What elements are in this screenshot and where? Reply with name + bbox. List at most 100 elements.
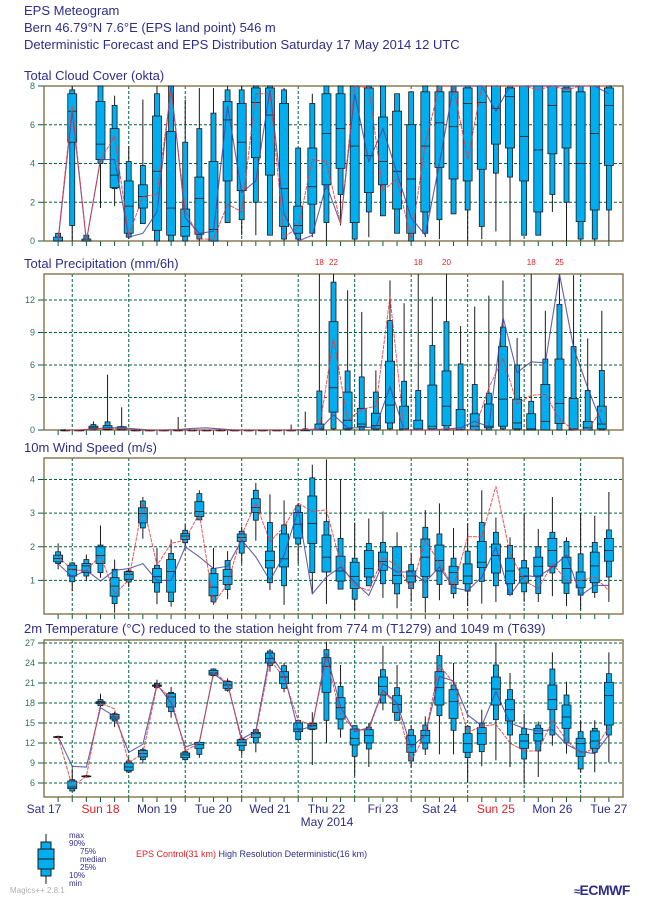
eps-box <box>547 497 558 597</box>
p25-p75-box <box>596 405 607 430</box>
eps-box <box>519 85 530 236</box>
p25-p75-box <box>420 729 431 744</box>
y-tick-label: 0 <box>30 425 35 435</box>
plot-frame <box>43 639 624 798</box>
y-tick-label: 4 <box>30 475 35 485</box>
cloud-panel: 0 2 4 6 8 <box>30 81 624 246</box>
eps-box <box>547 652 558 746</box>
eps-box <box>441 274 452 431</box>
p25-p75-box <box>265 550 275 569</box>
eps-box <box>116 407 127 431</box>
p25-p75-box <box>462 87 473 182</box>
eps-box <box>512 337 522 431</box>
eps-box <box>250 482 261 541</box>
day-label: Sat 17 <box>26 802 62 816</box>
p25-p75-box <box>208 573 219 597</box>
eps-box <box>582 338 593 431</box>
ecmwf-logo: ≈ECMWF <box>574 882 630 898</box>
p25-p75-box <box>392 546 402 585</box>
p25-p75-box <box>392 110 402 210</box>
eps-box <box>321 459 332 604</box>
eps-box <box>540 310 551 431</box>
offscale-max-label: 22 <box>329 258 338 267</box>
p25-p75-box <box>166 693 176 708</box>
eps-box <box>95 525 106 578</box>
eps-box <box>328 274 339 430</box>
p25-p75-box <box>349 728 360 746</box>
eps-box <box>208 548 219 605</box>
y-tick-label: 27 <box>25 638 35 648</box>
eps-box <box>519 713 530 785</box>
p25-p75-box <box>561 556 572 584</box>
y-tick-label: 6 <box>30 778 35 788</box>
eps-box <box>533 528 544 602</box>
p25-p75-box <box>307 495 318 544</box>
eps-box <box>363 518 374 587</box>
p25-p75-box <box>533 85 544 213</box>
eps-box <box>378 511 388 598</box>
eps-box <box>561 681 572 754</box>
p25-p75-box <box>547 537 558 567</box>
p25-p75-box <box>491 85 501 145</box>
p25-p75-box <box>307 147 318 205</box>
day-label: Fri 23 <box>367 802 399 816</box>
eps-box <box>483 295 494 431</box>
p25-p75-box <box>589 551 600 584</box>
hres-line <box>65 273 603 431</box>
p25-p75-box <box>434 91 445 168</box>
eps-box <box>53 543 64 570</box>
eps-box <box>589 720 600 773</box>
eps-box <box>399 303 410 431</box>
p25-p75-box <box>208 161 219 242</box>
legend-eps-control: EPS Control(31 km) <box>136 849 217 859</box>
legend-min: min <box>69 879 82 888</box>
p25-p75-box <box>335 697 346 720</box>
day-label: Mon 19 <box>136 802 177 816</box>
p25-p75-box <box>109 128 120 189</box>
eps-box <box>505 537 515 595</box>
eps-box <box>307 93 318 238</box>
p25-p75-box <box>363 729 374 744</box>
p25-p75-box <box>483 403 494 429</box>
p25-p75-box <box>293 722 304 733</box>
p25-p75-box <box>476 85 487 170</box>
eps-box <box>596 310 607 431</box>
y-tick-label: 9 <box>30 758 35 768</box>
eps-box <box>180 99 191 242</box>
eps-box <box>307 464 318 594</box>
p25-p75-box <box>462 733 473 753</box>
p25-p75-box <box>137 507 148 524</box>
legend-p25: 25% <box>80 863 97 872</box>
eps-box <box>533 85 544 236</box>
wind-panel: 1 2 3 4 <box>30 457 624 619</box>
p25-p75-box <box>603 87 614 166</box>
p25-p75-box <box>279 103 289 227</box>
y-tick-label: 1 <box>30 575 35 585</box>
y-tick-label: 2 <box>30 197 35 207</box>
eps-box <box>166 539 176 607</box>
eps-box <box>462 85 473 241</box>
p25-p75-box <box>589 85 600 211</box>
y-tick-label: 6 <box>30 120 35 130</box>
eps-box <box>455 326 466 431</box>
p25-p75-box <box>349 561 360 589</box>
y-tick-label: 12 <box>25 295 35 305</box>
day-label: Sun 18 <box>81 802 120 816</box>
p25-p75-box <box>363 87 374 193</box>
eps-box <box>476 85 487 240</box>
p25-p75-box <box>342 391 353 430</box>
y-tick-label: 15 <box>25 718 35 728</box>
offscale-max-label: 20 <box>442 258 451 267</box>
p25-p75-box <box>194 501 205 517</box>
eps-box <box>476 490 487 604</box>
wind-panel-title: 10m Wind Speed (m/s) <box>24 440 157 455</box>
p10-p90-box <box>372 391 379 431</box>
p25-p75-box <box>385 360 395 424</box>
eps-box <box>603 652 614 763</box>
offscale-max-label: 18 <box>315 258 324 267</box>
p25-p75-box <box>427 384 438 430</box>
p25-p75-box <box>554 358 565 424</box>
p25-p75-box <box>95 101 106 161</box>
p25-p75-box <box>406 570 417 583</box>
